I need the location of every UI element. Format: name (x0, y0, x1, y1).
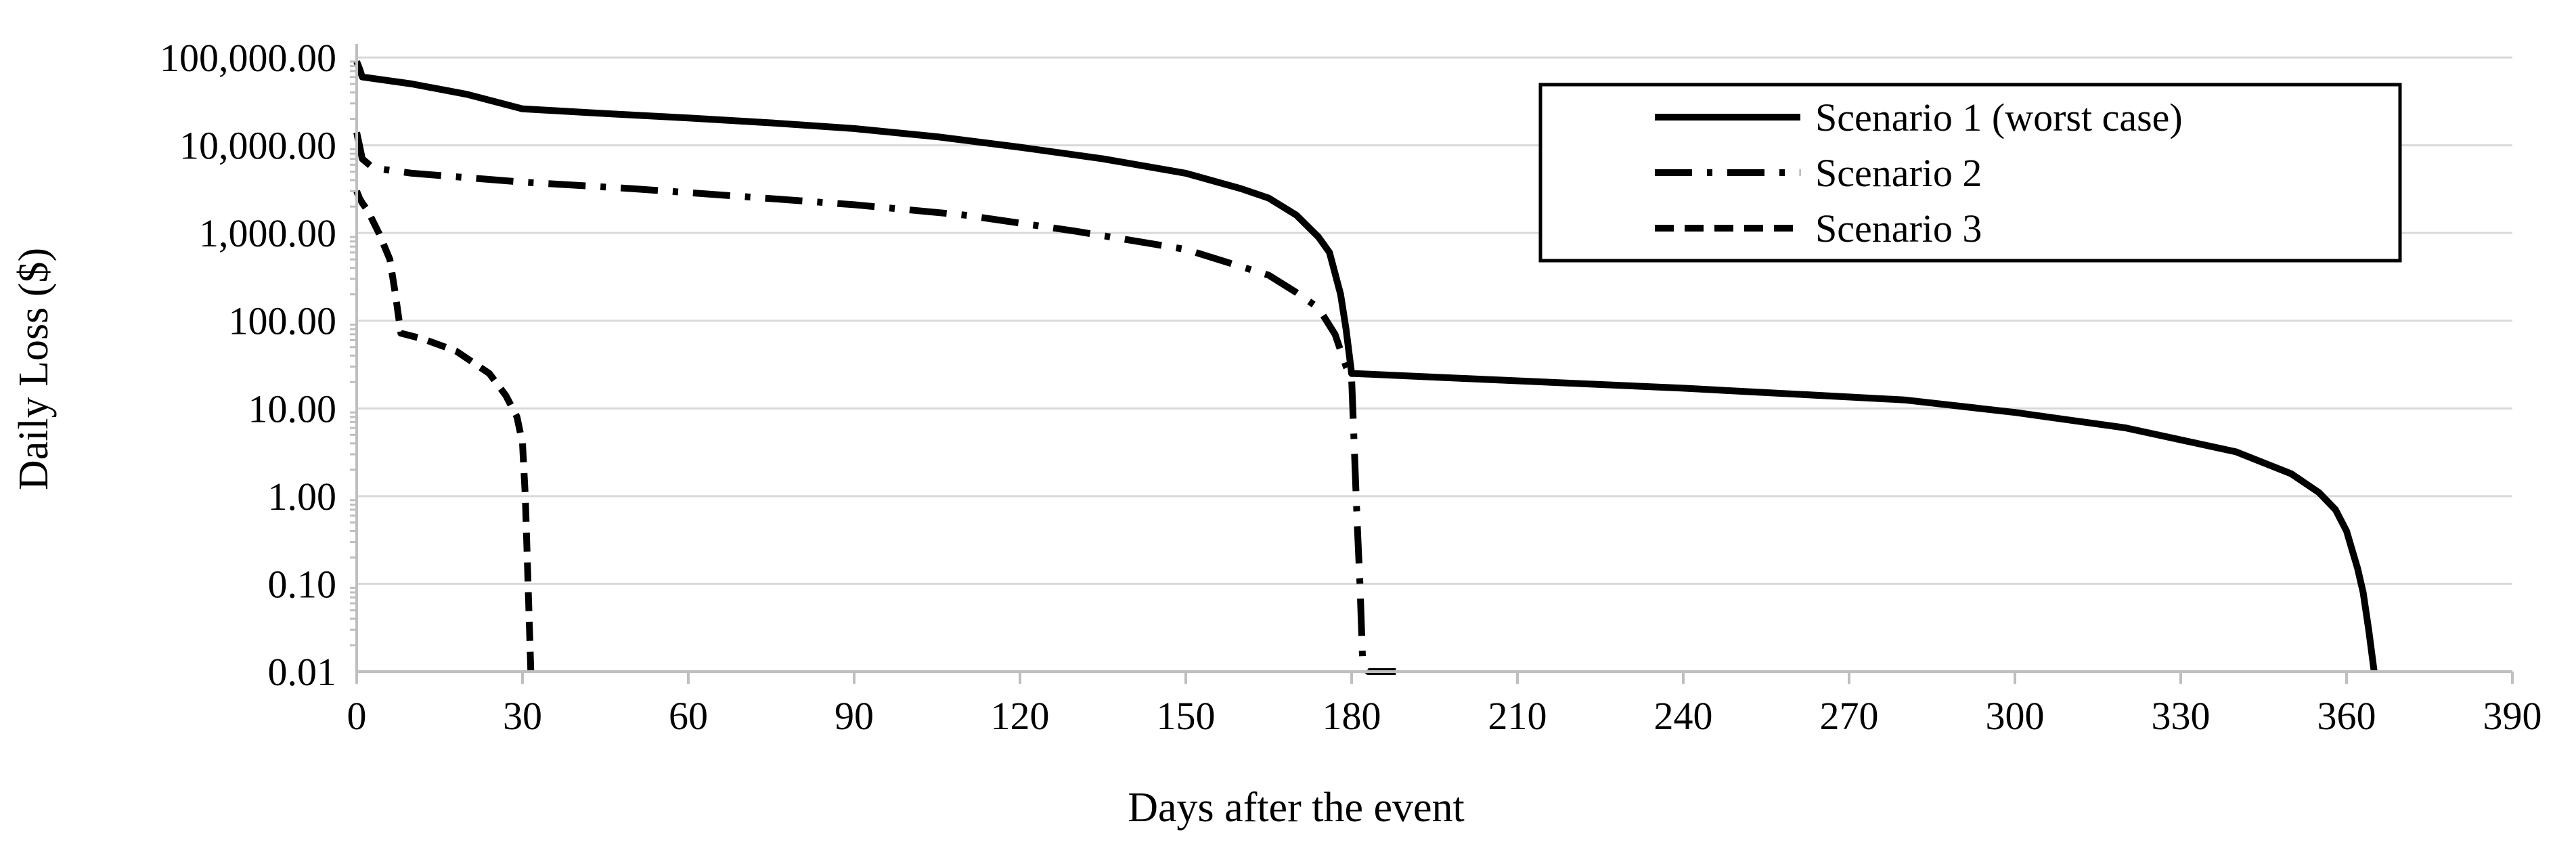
x-tick-label: 180 (1323, 694, 1381, 738)
series-line-2 (353, 131, 1396, 675)
x-tick-label: 60 (669, 694, 708, 738)
legend-label-1: Scenario 1 (worst case) (1815, 95, 2183, 139)
x-tick-label: 90 (835, 694, 874, 738)
x-tick-label: 390 (2483, 694, 2542, 738)
x-tick-label: 30 (503, 694, 542, 738)
gridlines (357, 56, 2512, 585)
series-lines (353, 60, 2378, 675)
y-tick-label: 1,000.00 (199, 211, 336, 255)
x-tick-label: 330 (2152, 694, 2211, 738)
x-axis-title: Days after the event (1128, 785, 1464, 831)
y-tick-label: 10.00 (248, 387, 337, 431)
y-axis-title: Daily Loss ($) (11, 248, 57, 490)
legend: Scenario 1 (worst case) Scenario 2 Scenari… (1538, 83, 2402, 263)
series-line-1 (353, 60, 2378, 672)
x-tick-label: 270 (1820, 694, 1879, 738)
y-tick-label: 100,000.00 (160, 36, 336, 80)
axes (350, 44, 2514, 684)
legend-label-2: Scenario 2 (1815, 151, 1982, 195)
y-tick-label: 100.00 (229, 299, 337, 343)
legend-label-3: Scenario 3 (1815, 206, 1982, 250)
x-tick-label: 300 (1986, 694, 2045, 738)
y-tick-label: 0.10 (268, 562, 337, 606)
y-tick-label: 10,000.00 (179, 124, 336, 168)
x-tick-label: 150 (1157, 694, 1216, 738)
x-tick-label: 210 (1488, 694, 1547, 738)
y-tick-label: 1.00 (268, 475, 337, 519)
x-tick-label: 0 (347, 694, 367, 738)
x-tick-label: 120 (991, 694, 1050, 738)
tick-labels: 0.01 0.10 1.00 10.00 100.00 1,000.00 10,000.00… (160, 36, 2542, 738)
x-tick-label: 240 (1654, 694, 1713, 738)
y-tick-label: 0.01 (268, 650, 337, 694)
x-tick-label: 360 (2317, 694, 2376, 738)
series-line-3 (353, 190, 535, 672)
